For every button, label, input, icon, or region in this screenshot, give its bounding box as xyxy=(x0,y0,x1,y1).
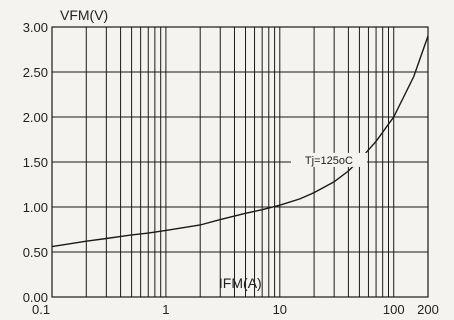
series-layer xyxy=(51,35,429,248)
x-tick-label: 200 xyxy=(417,302,439,317)
series-line xyxy=(51,35,429,248)
y-tick-label: 3.00 xyxy=(23,20,48,35)
x-tick-label: 0.1 xyxy=(32,302,50,317)
y-tick-label: 2.50 xyxy=(23,65,48,80)
annotation-bg xyxy=(290,152,367,167)
x-tick-label: 100 xyxy=(383,302,405,317)
y-tick-label: 0.00 xyxy=(23,290,48,305)
labels: 0.00 0.50 1.00 1.50 2.00 2.50 3.00 0.1 1 10 100 200… xyxy=(23,7,439,317)
x-tick-label: 10 xyxy=(273,302,287,317)
x-tick-label: 1 xyxy=(162,302,169,317)
y-axis-title: VFM(V) xyxy=(60,7,108,23)
x-axis-title: IFM(A) xyxy=(219,275,262,291)
y-tick-label: 2.00 xyxy=(23,110,48,125)
curve-annotation: Tj=125oC xyxy=(305,155,353,167)
y-tick-label: 1.50 xyxy=(23,155,48,170)
y-tick-label: 1.00 xyxy=(23,200,48,215)
y-tick-label: 0.50 xyxy=(23,245,48,260)
grid xyxy=(51,26,429,298)
